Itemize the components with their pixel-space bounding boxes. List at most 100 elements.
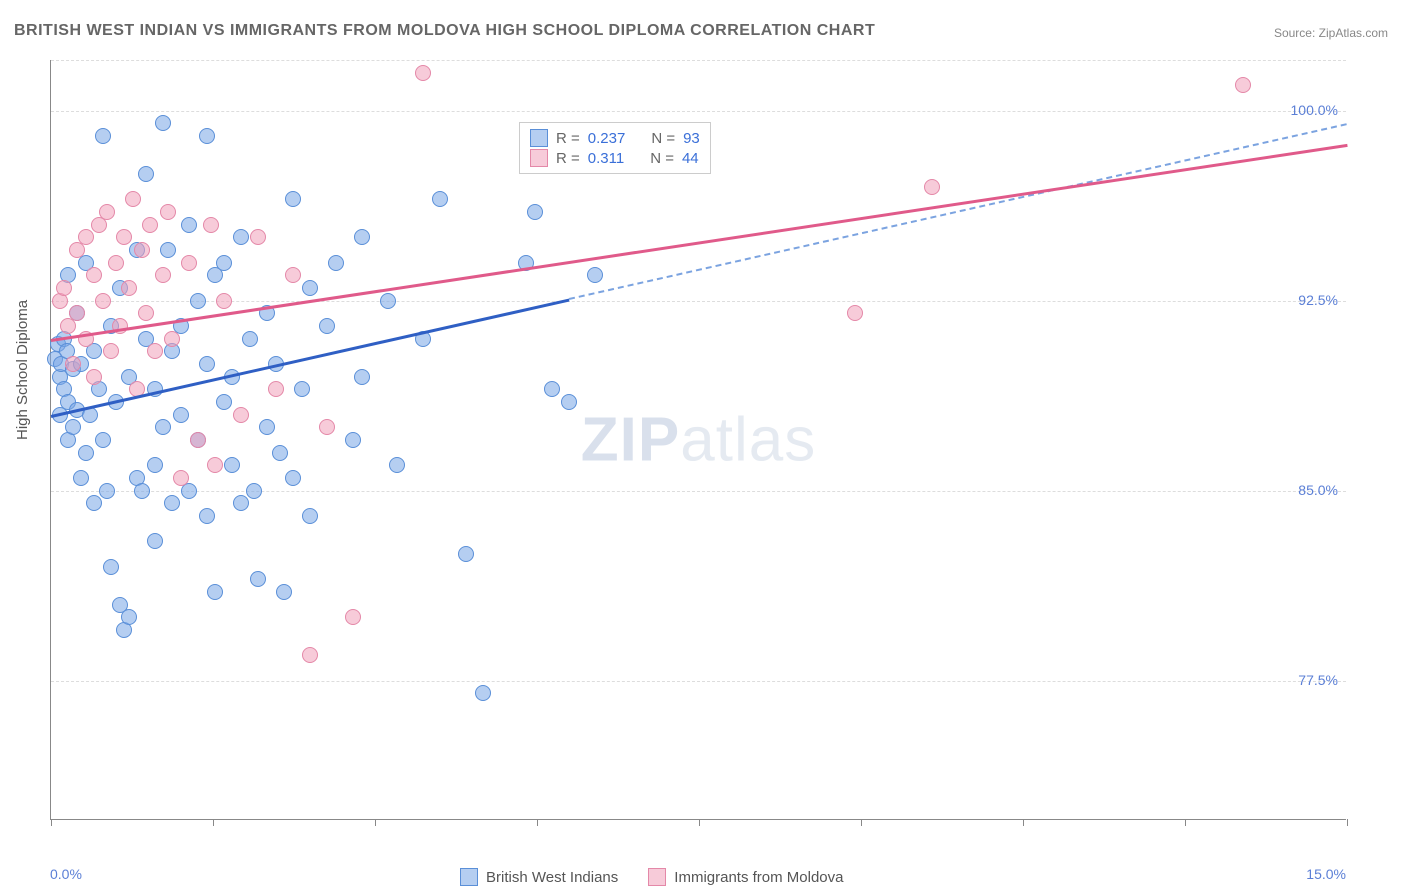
scatter-point-blue [103,559,119,575]
scatter-point-pink [415,65,431,81]
scatter-point-blue [199,128,215,144]
series-legend-label: Immigrants from Moldova [674,869,843,886]
scatter-point-pink [121,280,137,296]
source-label: Source: ZipAtlas.com [1274,26,1388,40]
scatter-point-blue [216,255,232,271]
x-tick [699,819,700,826]
scatter-point-blue [99,483,115,499]
y-axis-label: High School Diploma [14,300,31,440]
scatter-point-pink [78,229,94,245]
scatter-point-pink [190,432,206,448]
x-axis-min-label: 0.0% [50,866,82,882]
scatter-point-pink [285,267,301,283]
scatter-point-blue [121,609,137,625]
plot-area: ZIPatlas R =0.237N =93R =0.311N =44 77.5… [50,60,1346,820]
scatter-point-pink [147,343,163,359]
scatter-point-blue [147,457,163,473]
scatter-point-pink [86,369,102,385]
scatter-point-pink [173,470,189,486]
scatter-point-blue [95,432,111,448]
legend-swatch [530,149,548,167]
scatter-point-pink [138,305,154,321]
scatter-point-pink [69,305,85,321]
scatter-point-pink [302,647,318,663]
scatter-point-blue [147,533,163,549]
x-tick [1185,819,1186,826]
scatter-point-blue [233,229,249,245]
scatter-point-blue [380,293,396,309]
scatter-point-blue [328,255,344,271]
scatter-point-blue [78,445,94,461]
scatter-point-pink [155,267,171,283]
legend-row: R = 0.311 N = 44 [530,149,700,167]
trendline-blue [51,298,570,417]
scatter-point-pink [250,229,266,245]
scatter-point-pink [345,609,361,625]
scatter-point-blue [138,166,154,182]
legend-n-label: N = [650,150,674,167]
scatter-point-pink [95,293,111,309]
legend-n-label: N = [651,130,675,147]
chart-title: BRITISH WEST INDIAN VS IMMIGRANTS FROM M… [14,22,875,40]
legend-n-value: 44 [682,150,699,167]
series-legend-label: British West Indians [486,869,618,886]
scatter-point-pink [207,457,223,473]
gridline [51,60,1346,61]
y-tick-label: 92.5% [1298,292,1338,308]
scatter-point-blue [302,280,318,296]
scatter-point-blue [272,445,288,461]
scatter-point-pink [116,229,132,245]
scatter-point-pink [319,419,335,435]
x-tick [213,819,214,826]
scatter-point-blue [285,191,301,207]
scatter-point-pink [103,343,119,359]
scatter-point-blue [164,495,180,511]
scatter-point-pink [268,381,284,397]
legend-r-label: R = [556,130,580,147]
series-legend-item: British West Indians [460,868,618,886]
scatter-point-blue [354,369,370,385]
x-axis-max-label: 15.0% [1306,866,1346,882]
scatter-point-blue [160,242,176,258]
x-tick [51,819,52,826]
scatter-point-blue [285,470,301,486]
correlation-legend: R =0.237N =93R =0.311N =44 [519,122,711,174]
legend-r-value: 0.311 [588,150,624,167]
scatter-point-pink [99,204,115,220]
legend-r-label: R = [556,150,580,167]
scatter-point-blue [207,584,223,600]
scatter-point-pink [181,255,197,271]
scatter-point-pink [56,280,72,296]
scatter-point-pink [86,267,102,283]
scatter-point-blue [250,571,266,587]
scatter-point-blue [190,293,206,309]
scatter-point-blue [527,204,543,220]
scatter-point-blue [561,394,577,410]
scatter-point-blue [134,483,150,499]
scatter-point-blue [95,128,111,144]
scatter-point-blue [65,419,81,435]
gridline [51,111,1346,112]
scatter-point-blue [319,318,335,334]
scatter-point-blue [242,331,258,347]
gridline [51,301,1346,302]
scatter-point-pink [65,356,81,372]
scatter-point-pink [1235,77,1251,93]
scatter-point-blue [587,267,603,283]
scatter-point-pink [142,217,158,233]
scatter-point-blue [294,381,310,397]
scatter-point-blue [475,685,491,701]
scatter-point-blue [86,495,102,511]
scatter-point-blue [302,508,318,524]
scatter-point-blue [432,191,448,207]
x-tick [537,819,538,826]
scatter-point-pink [233,407,249,423]
x-tick [1023,819,1024,826]
legend-swatch [460,868,478,886]
scatter-point-blue [458,546,474,562]
legend-row: R =0.237N =93 [530,129,700,147]
legend-swatch [530,129,548,147]
legend-swatch [648,868,666,886]
scatter-point-pink [847,305,863,321]
scatter-point-pink [924,179,940,195]
